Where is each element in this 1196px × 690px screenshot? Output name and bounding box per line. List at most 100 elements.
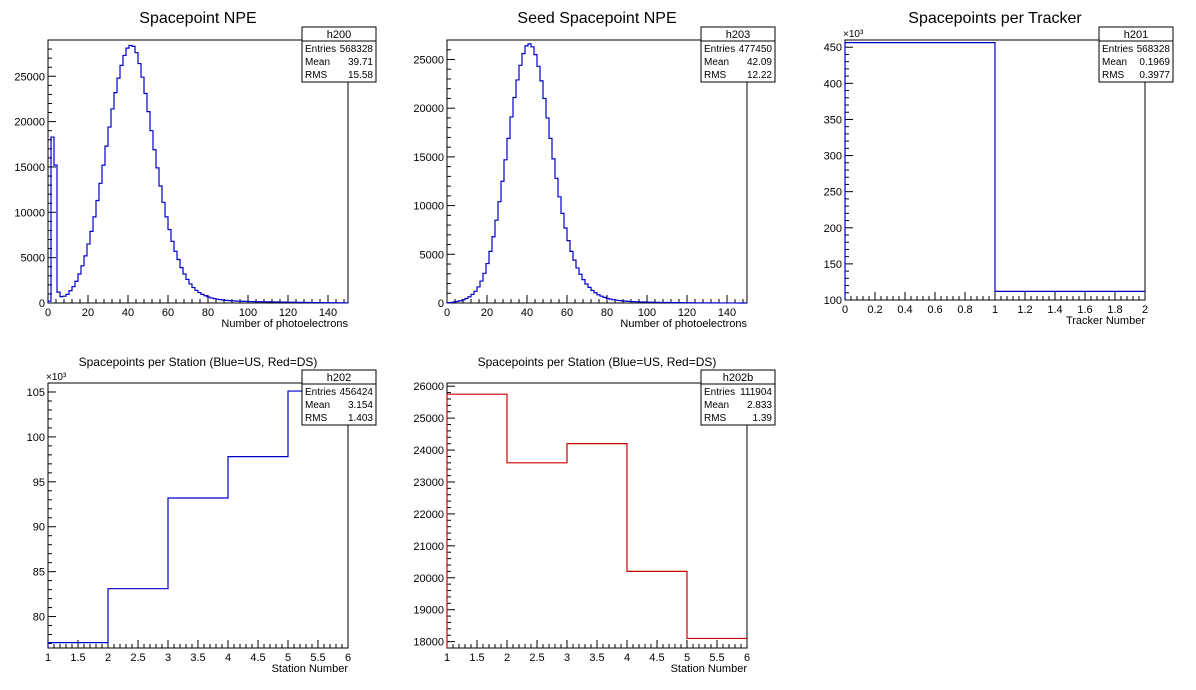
y-tick-label: 0 bbox=[438, 298, 444, 310]
y-tick-label: 25000 bbox=[14, 71, 45, 83]
x-tick-label: 4 bbox=[624, 652, 630, 664]
histogram-series bbox=[47, 44, 348, 304]
x-tick-label: 40 bbox=[521, 307, 533, 319]
x-tick-label: 3.5 bbox=[589, 652, 604, 664]
stats-label: RMS bbox=[305, 413, 328, 424]
stats-box-name: h202b bbox=[723, 372, 754, 384]
chart-5: Spacepoints per Station (Blue=US, Red=DS… bbox=[413, 355, 776, 675]
x-tick-label: 6 bbox=[744, 652, 750, 664]
y-tick-label: 25000 bbox=[413, 413, 444, 425]
y-tick-label: 18000 bbox=[413, 637, 444, 649]
stats-box-name: h201 bbox=[1124, 29, 1148, 41]
x-axis-label: Number of photoelectrons bbox=[221, 318, 348, 330]
x-tick-label: 1.2 bbox=[1017, 304, 1032, 316]
x-tick-label: 2 bbox=[1142, 304, 1148, 316]
x-tick-label: 5.5 bbox=[709, 652, 724, 664]
histogram-series bbox=[446, 43, 747, 304]
x-tick-label: 20 bbox=[481, 307, 493, 319]
y-tick-label: 150 bbox=[824, 259, 842, 271]
y-tick-label: 22000 bbox=[413, 509, 444, 521]
axis-multiplier: ×10³ bbox=[843, 29, 864, 40]
x-tick-label: 5.5 bbox=[310, 652, 325, 664]
stats-label: Mean bbox=[305, 400, 330, 411]
y-tick-label: 15000 bbox=[413, 152, 444, 164]
x-tick-label: 140 bbox=[319, 307, 337, 319]
x-tick-label: 80 bbox=[202, 307, 214, 319]
stats-value: 15.58 bbox=[348, 70, 373, 81]
stats-label: Mean bbox=[704, 57, 729, 68]
stats-label: Entries bbox=[1102, 44, 1133, 55]
stats-label: RMS bbox=[1102, 70, 1125, 81]
stats-value: 477450 bbox=[739, 44, 773, 55]
chart-title: Spacepoints per Station (Blue=US, Red=DS… bbox=[478, 355, 717, 369]
y-tick-label: 20000 bbox=[413, 573, 444, 585]
x-tick-label: 0 bbox=[444, 307, 450, 319]
y-tick-label: 0 bbox=[39, 298, 45, 310]
histogram-series bbox=[844, 42, 1145, 300]
stats-value: 39.71 bbox=[348, 57, 373, 68]
chart-title: Spacepoints per Tracker bbox=[908, 10, 1082, 27]
stats-label: RMS bbox=[704, 413, 727, 424]
stats-box bbox=[700, 369, 776, 426]
stats-label: RMS bbox=[704, 70, 727, 81]
stats-label: RMS bbox=[305, 70, 328, 81]
x-tick-label: 3.5 bbox=[190, 652, 205, 664]
x-tick-label: 1 bbox=[444, 652, 450, 664]
y-tick-label: 100 bbox=[824, 295, 842, 307]
stats-value: 111904 bbox=[740, 387, 772, 398]
y-tick-label: 24000 bbox=[413, 445, 444, 457]
y-tick-label: 100 bbox=[27, 432, 45, 444]
x-axis-label: Station Number bbox=[272, 663, 349, 675]
x-tick-label: 20 bbox=[82, 307, 94, 319]
y-tick-label: 350 bbox=[824, 114, 842, 126]
x-axis-label: Tracker Number bbox=[1066, 315, 1145, 327]
x-tick-label: 120 bbox=[678, 307, 696, 319]
chart-title: Spacepoints per Station (Blue=US, Red=DS… bbox=[79, 355, 318, 369]
x-tick-label: 0 bbox=[45, 307, 51, 319]
y-tick-label: 19000 bbox=[413, 605, 444, 617]
stats-box-name: h200 bbox=[327, 29, 351, 41]
y-tick-label: 25000 bbox=[413, 54, 444, 66]
x-tick-label: 4.5 bbox=[649, 652, 664, 664]
x-tick-label: 0.4 bbox=[897, 304, 912, 316]
y-tick-label: 105 bbox=[27, 387, 45, 399]
x-tick-label: 0.8 bbox=[957, 304, 972, 316]
y-tick-label: 5000 bbox=[420, 249, 444, 261]
x-tick-label: 60 bbox=[162, 307, 174, 319]
x-tick-label: 2.5 bbox=[529, 652, 544, 664]
stats-label: Entries bbox=[305, 44, 336, 55]
x-tick-label: 140 bbox=[718, 307, 736, 319]
stats-box-name: h203 bbox=[726, 29, 750, 41]
y-tick-label: 300 bbox=[824, 151, 842, 163]
chart-title: Spacepoint NPE bbox=[139, 10, 256, 27]
stats-value: 568328 bbox=[340, 44, 374, 55]
x-tick-label: 60 bbox=[561, 307, 573, 319]
x-tick-label: 2.5 bbox=[130, 652, 145, 664]
x-tick-label: 6 bbox=[345, 652, 351, 664]
stats-box bbox=[301, 26, 377, 83]
stats-value: 0.1969 bbox=[1139, 57, 1170, 68]
stats-label: Entries bbox=[704, 387, 735, 398]
plot-frame bbox=[47, 39, 349, 304]
y-tick-label: 90 bbox=[33, 522, 45, 534]
x-tick-label: 1.4 bbox=[1047, 304, 1062, 316]
stats-label: Mean bbox=[1102, 57, 1127, 68]
x-tick-label: 5 bbox=[684, 652, 690, 664]
y-tick-label: 400 bbox=[824, 78, 842, 90]
stats-value: 0.3977 bbox=[1139, 70, 1170, 81]
x-axis-label: Station Number bbox=[671, 663, 748, 675]
chart-1: Spacepoint NPE 0 20 40 60 80 100 120 140 0 5000 100… bbox=[14, 10, 377, 330]
x-tick-label: 2 bbox=[105, 652, 111, 664]
chart-4: Spacepoints per Station (Blue=US, Red=DS… bbox=[27, 355, 377, 675]
stats-label: Mean bbox=[305, 57, 330, 68]
x-tick-label: 1 bbox=[992, 304, 998, 316]
x-tick-label: 100 bbox=[638, 307, 656, 319]
x-tick-label: 0.6 bbox=[927, 304, 942, 316]
x-tick-label: 40 bbox=[122, 307, 134, 319]
stats-value: 456424 bbox=[340, 387, 374, 398]
y-tick-label: 85 bbox=[33, 567, 45, 579]
x-tick-label: 1.5 bbox=[469, 652, 484, 664]
y-tick-label: 250 bbox=[824, 187, 842, 199]
x-tick-label: 80 bbox=[601, 307, 613, 319]
